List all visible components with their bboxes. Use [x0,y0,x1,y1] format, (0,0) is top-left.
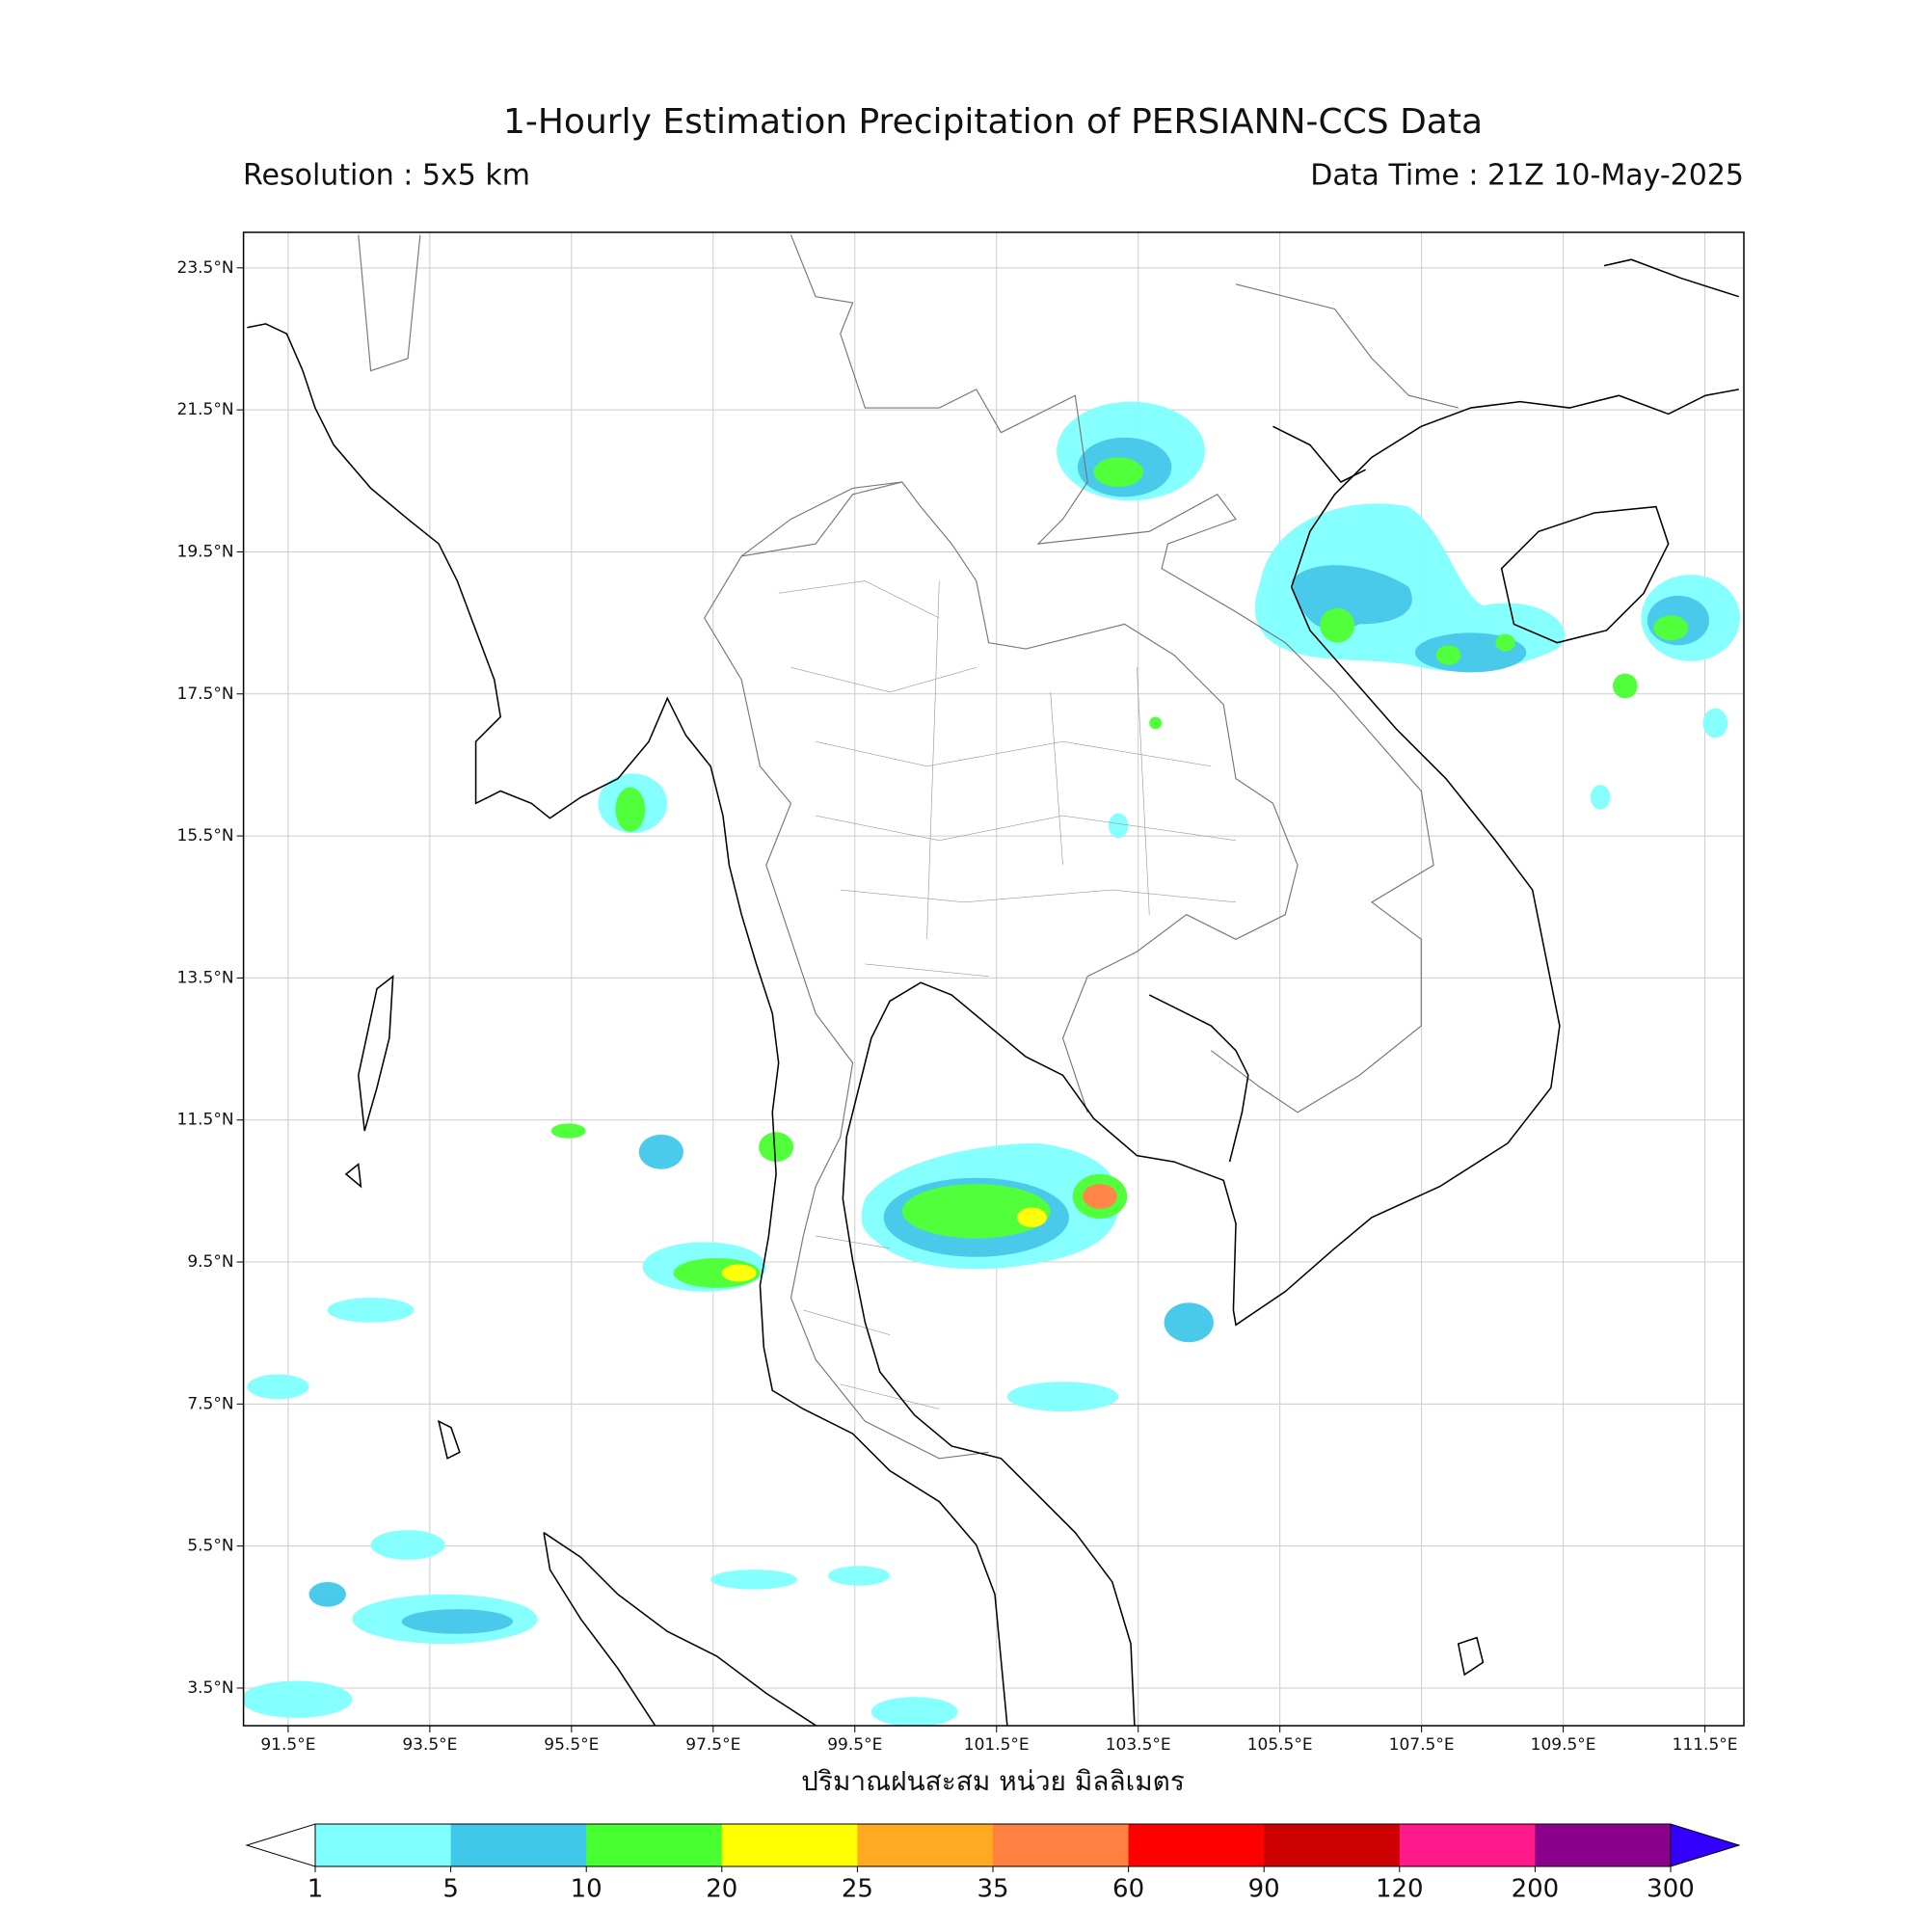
x-tick-label: 97.5°E [685,1735,740,1755]
colorbar-bin [1264,1824,1401,1866]
colorbar-bin [1399,1824,1536,1866]
colorbar-tick-label: 200 [1512,1875,1560,1904]
y-tick-label: 21.5°N [177,400,234,419]
x-tick-label: 93.5°E [402,1735,457,1755]
x-tick-label: 99.5°E [827,1735,882,1755]
y-tick-label: 13.5°N [177,968,234,987]
map-area [243,232,1744,1726]
grid [243,232,1744,1726]
x-tick-label: 107.5°E [1389,1735,1455,1755]
x-tick-label: 111.5°E [1673,1735,1738,1755]
colorbar-tick-label: 20 [706,1875,737,1904]
colorbar-tick-label: 10 [571,1875,602,1904]
x-tick-label: 109.5°E [1531,1735,1596,1755]
x-tick-label: 105.5°E [1247,1735,1313,1755]
resolution: Resolution : 5x5 km [243,159,530,193]
colorbar-label: ปริมาณฝนสะสม หน่วย มิลลิเมตร [801,1765,1185,1797]
title: 1-Hourly Estimation Precipitation of PER… [503,102,1483,142]
colorbar-tick-label: 25 [842,1875,873,1904]
colorbar-under [245,1823,316,1867]
y-tick-label: 3.5°N [187,1678,233,1698]
colorbar-tick-label: 120 [1376,1875,1424,1904]
rain-areas [243,401,1741,1726]
colorbar-tick-label: 1 [308,1875,324,1904]
x-tick-label: 91.5°E [260,1735,315,1755]
colorbar: 1 5 10 20 25 35 60 90 120 200 300 [245,1823,1741,1904]
colorbar-bin [1535,1824,1672,1866]
colorbar-tick-label: 300 [1647,1875,1695,1904]
y-tick-label: 19.5°N [177,542,234,561]
colorbar-bin [586,1824,723,1866]
colorbar-tick-label: 90 [1248,1875,1280,1904]
x-tick-label: 101.5°E [964,1735,1030,1755]
x-tick-label: 103.5°E [1106,1735,1171,1755]
data-time: Data Time : 21Z 10-May-2025 [1310,159,1744,193]
colorbar-over [1670,1823,1741,1867]
y-tick-label: 7.5°N [187,1394,233,1413]
colorbar-bin [721,1824,858,1866]
y-tick-label: 9.5°N [187,1252,233,1272]
y-tick-label: 5.5°N [187,1537,233,1556]
colorbar-bin [993,1824,1130,1866]
y-tick-label: 23.5°N [177,258,234,278]
geography [243,234,1741,1726]
y-tick-label: 15.5°N [177,826,234,845]
colorbar-bin [315,1824,452,1866]
colorbar-bin [857,1824,994,1866]
colorbar-tick-label: 60 [1112,1875,1144,1904]
x-tick-label: 95.5°E [544,1735,599,1755]
colorbar-bin [450,1824,587,1866]
y-tick-label: 17.5°N [177,684,234,704]
map-frame [242,231,1745,1727]
y-tick-label: 11.5°N [177,1111,234,1130]
colorbar-bin [1128,1824,1265,1866]
colorbar-tick-label: 35 [977,1875,1008,1904]
colorbar-tick-label: 5 [442,1875,459,1904]
